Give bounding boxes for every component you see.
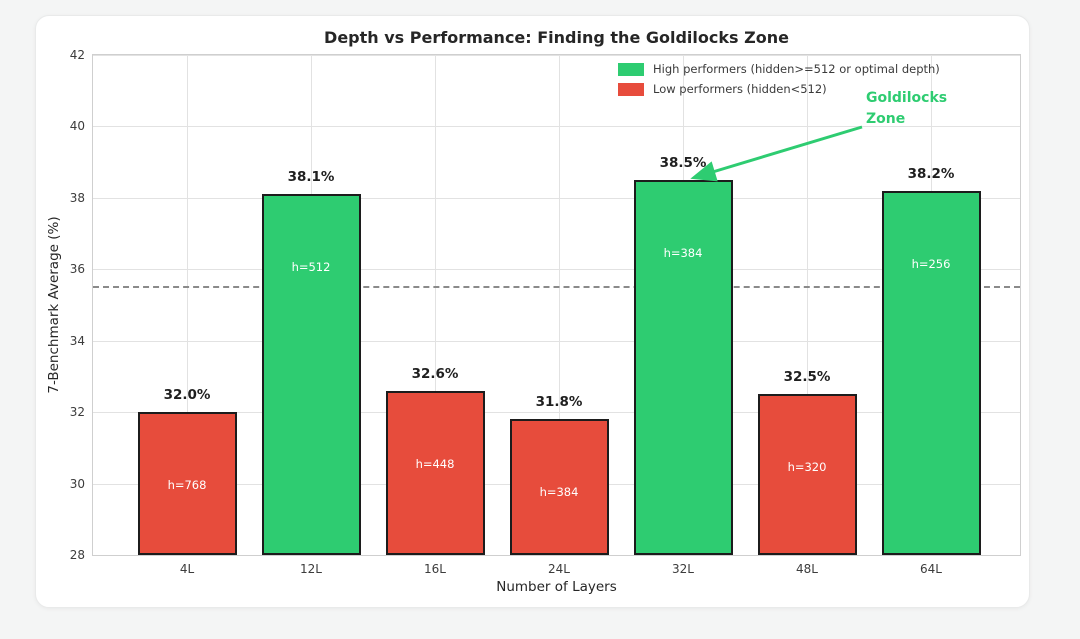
bar-24L: h=384: [509, 419, 609, 555]
bar-hidden-size-label: h=256: [911, 256, 951, 271]
h-gridline: [93, 555, 1020, 556]
chart-title: Depth vs Performance: Finding the Goldil…: [324, 28, 789, 47]
y-tick-label: 42: [69, 48, 85, 62]
x-tick-label: 24L: [548, 562, 570, 576]
threshold-line: [93, 286, 1020, 289]
v-gridline: [559, 55, 560, 555]
legend-swatch-high-performers: [618, 62, 644, 76]
bar-hidden-size-label: h=512: [291, 260, 331, 275]
bar-16L: h=448: [385, 390, 485, 555]
bar-hidden-size-label: h=768: [167, 478, 207, 493]
y-axis-label: 7-Benchmark Average (%): [46, 216, 62, 394]
h-gridline: [93, 55, 1020, 56]
bar-32L: h=384: [633, 180, 733, 555]
v-gridline: [187, 55, 188, 555]
legend-swatch-low-performers: [618, 82, 644, 96]
x-tick-label: 12L: [300, 562, 322, 576]
h-gridline: [93, 412, 1020, 414]
h-gridline: [93, 340, 1020, 342]
bar-value-label: 32.0%: [163, 387, 211, 404]
bar-value-label: 38.5%: [659, 155, 707, 171]
x-tick-label: 16L: [424, 562, 446, 576]
bar-hidden-size-label: h=448: [415, 456, 455, 471]
h-gridline: [93, 126, 1020, 128]
y-tick-label: 28: [69, 548, 85, 562]
v-gridline: [435, 55, 436, 555]
chart-card: Depth vs Performance: Finding the Goldil…: [35, 15, 1030, 608]
h-gridline: [93, 269, 1020, 271]
x-tick-label: 48L: [796, 562, 818, 576]
bar-hidden-size-label: h=384: [663, 246, 703, 260]
h-gridline: [93, 197, 1020, 199]
y-tick-label: 32: [69, 405, 85, 420]
y-tick-label: 40: [69, 119, 85, 134]
bar-value-label: 32.6%: [411, 365, 459, 382]
bar-4L: h=768: [137, 412, 237, 555]
bar-value-label: 31.8%: [535, 394, 583, 411]
y-tick-label: 38: [69, 190, 85, 205]
y-tick-label: 36: [69, 262, 85, 277]
x-tick-label: 4L: [179, 562, 195, 576]
bar-64L: h=256: [881, 190, 981, 555]
legend-label-high-performers: High performers (hidden>=512 or optimal …: [653, 62, 940, 76]
x-tick-label: 32L: [672, 562, 694, 576]
bar-value-label: 38.2%: [907, 165, 955, 182]
x-axis-label: Number of Layers: [496, 579, 617, 595]
x-tick-label: 64L: [920, 562, 942, 576]
bar-12L: h=512: [261, 194, 361, 555]
bar-value-label: 38.1%: [287, 169, 335, 186]
y-tick-label: 34: [69, 333, 85, 348]
legend: High performers (hidden>=512 or optimal …: [618, 62, 940, 96]
bar-value-label: 32.5%: [783, 369, 831, 386]
y-tick-label: 30: [69, 476, 85, 491]
bar-48L: h=320: [757, 394, 857, 555]
legend-item-high: High performers (hidden>=512 or optimal …: [618, 62, 940, 76]
goldilocks-zone-annotation: Goldilocks Zone: [866, 90, 948, 127]
legend-label-low-performers: Low performers (hidden<512): [653, 82, 827, 96]
legend-item-low: Low performers (hidden<512): [618, 82, 940, 96]
bar-hidden-size-label: h=384: [539, 485, 579, 500]
v-gridline: [807, 55, 808, 555]
bar-hidden-size-label: h=320: [787, 460, 827, 475]
